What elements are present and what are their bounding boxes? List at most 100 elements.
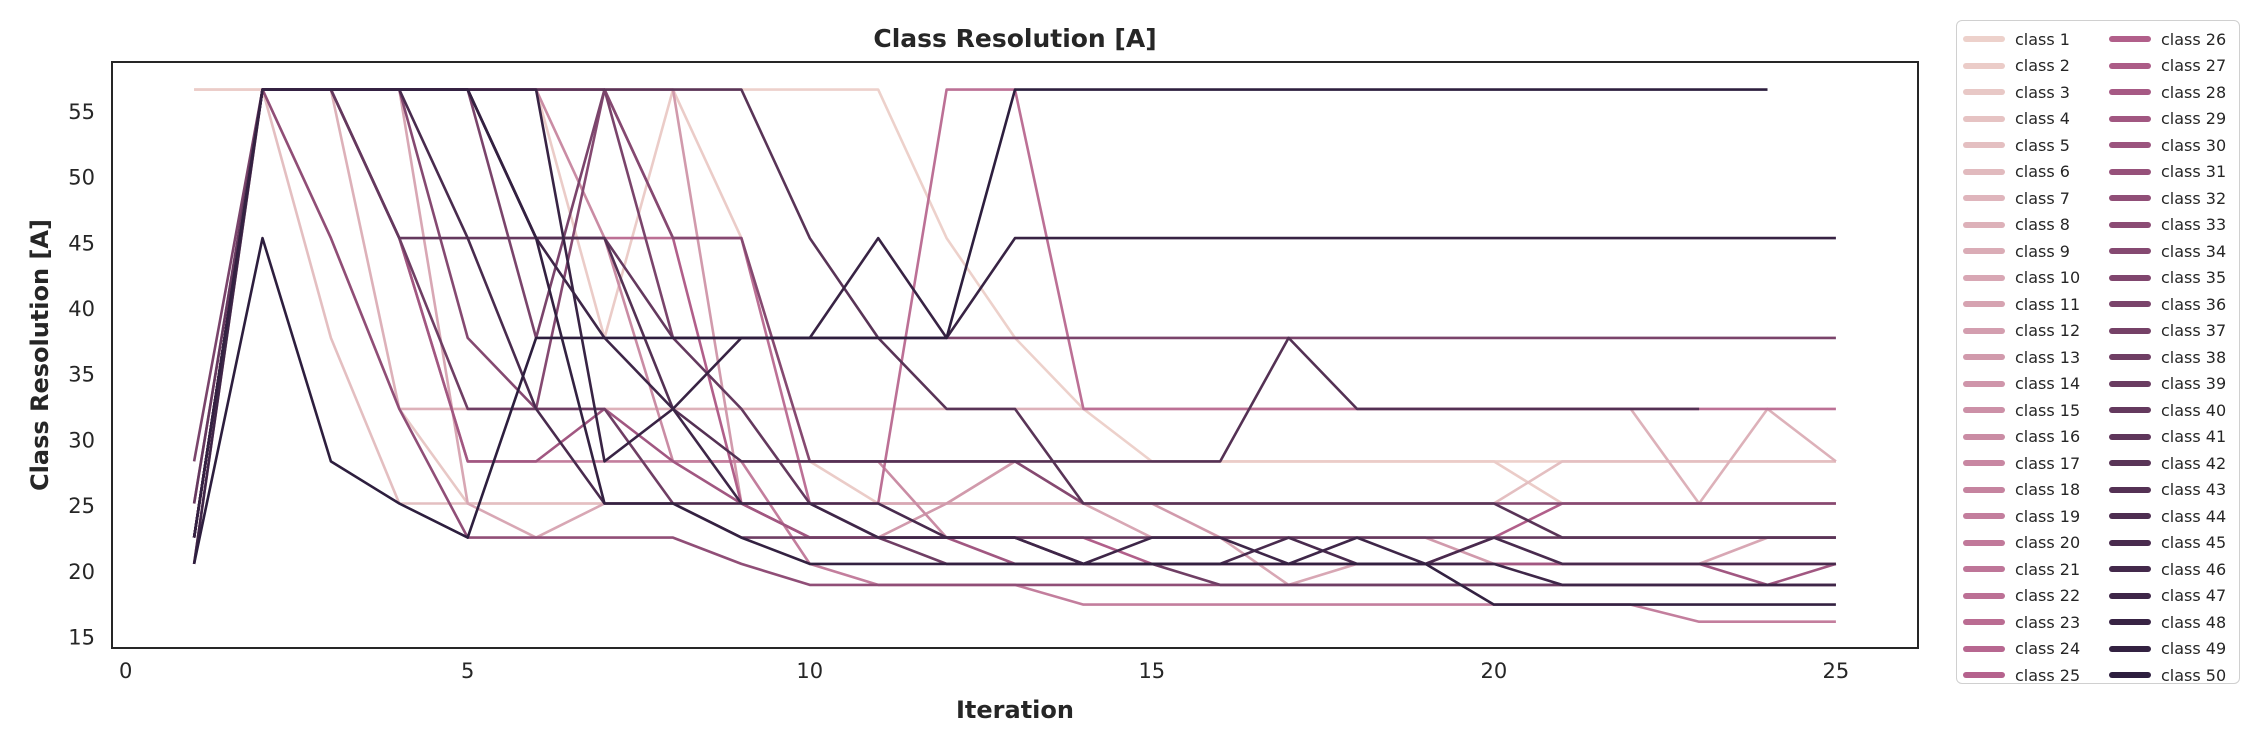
y-tick-label: 40 bbox=[68, 297, 95, 321]
legend-swatch bbox=[1963, 460, 2005, 467]
legend-item: class 15 bbox=[1963, 397, 2080, 424]
legend-swatch bbox=[2109, 486, 2151, 493]
legend-swatch bbox=[1963, 142, 2005, 149]
legend-swatch bbox=[2109, 407, 2151, 414]
legend-label: class 9 bbox=[2015, 241, 2070, 261]
legend-swatch bbox=[2109, 327, 2151, 334]
y-tick-labels: 15 20 25 30 35 40 45 50 55 bbox=[68, 100, 95, 650]
legend-swatch bbox=[1963, 195, 2005, 202]
y-tick-label: 15 bbox=[68, 625, 95, 649]
legend: class 1 class 2 class 3 class 4 class 5 class… bbox=[1956, 20, 2240, 685]
legend-swatch bbox=[2109, 592, 2151, 599]
legend-label: class 42 bbox=[2161, 453, 2227, 473]
legend-item: class 22 bbox=[1963, 583, 2080, 610]
series-line-class-13 bbox=[192, 88, 1836, 566]
legend-swatch bbox=[2109, 433, 2151, 440]
legend-swatch bbox=[2109, 36, 2151, 43]
legend-item: class 31 bbox=[2109, 159, 2226, 186]
legend-swatch bbox=[2109, 301, 2151, 308]
legend-label: class 35 bbox=[2161, 268, 2227, 288]
y-axis-label: Class Resolution [A] bbox=[26, 219, 54, 491]
legend-item: class 33 bbox=[2109, 212, 2226, 239]
legend-label: class 4 bbox=[2015, 109, 2070, 129]
legend-label: class 12 bbox=[2015, 321, 2081, 341]
legend-swatch bbox=[1963, 274, 2005, 281]
legend-label: class 45 bbox=[2161, 533, 2227, 553]
legend-item: class 42 bbox=[2109, 450, 2226, 477]
legend-label: class 48 bbox=[2161, 612, 2227, 632]
legend-label: class 22 bbox=[2015, 586, 2081, 606]
legend-swatch bbox=[2109, 115, 2151, 122]
legend-label: class 50 bbox=[2161, 665, 2227, 685]
legend-item: class 48 bbox=[2109, 609, 2226, 636]
legend-swatch bbox=[2109, 380, 2151, 387]
legend-label: class 19 bbox=[2015, 506, 2081, 526]
legend-label: class 7 bbox=[2015, 188, 2070, 208]
legend-item: class 35 bbox=[2109, 265, 2226, 292]
chart-title: Class Resolution [A] bbox=[873, 24, 1156, 53]
legend-label: class 46 bbox=[2161, 559, 2227, 579]
legend-swatch bbox=[2109, 142, 2151, 149]
legend-item: class 43 bbox=[2109, 477, 2226, 504]
legend-label: class 34 bbox=[2161, 241, 2227, 261]
legend-label: class 40 bbox=[2161, 400, 2227, 420]
legend-label: class 41 bbox=[2161, 427, 2227, 447]
legend-item: class 34 bbox=[2109, 238, 2226, 265]
legend-label: class 39 bbox=[2161, 374, 2227, 394]
legend-item: class 19 bbox=[1963, 503, 2080, 530]
legend-label: class 8 bbox=[2015, 215, 2070, 235]
legend-item: class 49 bbox=[2109, 636, 2226, 663]
y-tick-label: 25 bbox=[68, 494, 95, 518]
series-layer bbox=[192, 88, 1837, 623]
legend-swatch bbox=[1963, 433, 2005, 440]
y-tick-label: 20 bbox=[68, 560, 95, 584]
legend-label: class 31 bbox=[2161, 162, 2227, 182]
legend-swatch bbox=[2109, 619, 2151, 626]
y-tick-label: 50 bbox=[68, 166, 95, 190]
legend-label: class 16 bbox=[2015, 427, 2081, 447]
series-line-class-48 bbox=[192, 88, 1836, 538]
legend-item: class 14 bbox=[1963, 371, 2080, 398]
x-axis-label: Iteration bbox=[956, 696, 1074, 724]
series-line-class-34 bbox=[192, 88, 1836, 538]
legend-label: class 37 bbox=[2161, 321, 2227, 341]
legend-label: class 18 bbox=[2015, 480, 2081, 500]
legend-swatch bbox=[2109, 354, 2151, 361]
legend-item: class 23 bbox=[1963, 609, 2080, 636]
legend-item: class 17 bbox=[1963, 450, 2080, 477]
legend-swatch bbox=[1963, 539, 2005, 546]
legend-item: class 9 bbox=[1963, 238, 2080, 265]
x-tick-labels: 0 5 10 15 20 25 bbox=[119, 659, 1849, 683]
legend-item: class 18 bbox=[1963, 477, 2080, 504]
legend-label: class 1 bbox=[2015, 29, 2070, 49]
series-line-class-49 bbox=[192, 88, 1836, 606]
legend-item: class 45 bbox=[2109, 530, 2226, 557]
y-tick-label: 30 bbox=[68, 428, 95, 452]
series-line-class-16 bbox=[192, 88, 1836, 566]
plot-frame bbox=[111, 61, 1919, 649]
legend-swatch bbox=[1963, 645, 2005, 652]
legend-label: class 28 bbox=[2161, 82, 2227, 102]
legend-swatch bbox=[1963, 407, 2005, 414]
legend-item: class 4 bbox=[1963, 106, 2080, 133]
series-line-class-26 bbox=[192, 88, 1836, 566]
legend-swatch bbox=[1963, 380, 2005, 387]
legend-label: class 20 bbox=[2015, 533, 2081, 553]
y-tick-label: 35 bbox=[68, 363, 95, 387]
series-line-class-42 bbox=[192, 88, 1836, 539]
legend-column-2: class 26 class 27 class 28 class 29 class 30… bbox=[2109, 26, 2226, 689]
series-line-class-19 bbox=[192, 88, 1836, 623]
legend-item: class 40 bbox=[2109, 397, 2226, 424]
legend-swatch bbox=[2109, 460, 2151, 467]
x-tick-label: 15 bbox=[1138, 659, 1165, 683]
legend-item: class 38 bbox=[2109, 344, 2226, 371]
legend-swatch bbox=[1963, 248, 2005, 255]
legend-label: class 36 bbox=[2161, 294, 2227, 314]
x-tick-label: 20 bbox=[1480, 659, 1507, 683]
legend-swatch bbox=[1963, 301, 2005, 308]
legend-item: class 29 bbox=[2109, 106, 2226, 133]
series-line-class-45 bbox=[192, 88, 1836, 566]
legend-item: class 3 bbox=[1963, 79, 2080, 106]
legend-label: class 27 bbox=[2161, 56, 2227, 76]
